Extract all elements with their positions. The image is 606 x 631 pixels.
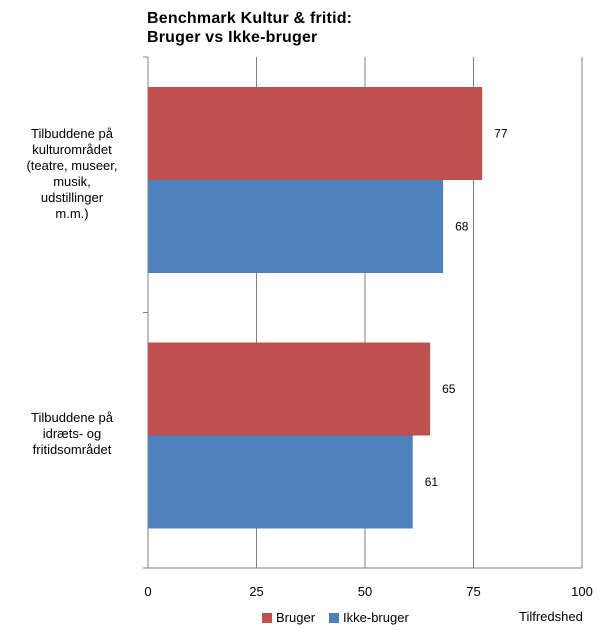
data-label: 65 xyxy=(442,382,456,396)
category-label-idraet: Tilbuddene på idræts- og fritidsområdet xyxy=(2,410,142,458)
x-tick-label: 100 xyxy=(571,584,593,599)
legend: Bruger Ikke-bruger xyxy=(262,610,423,625)
data-label: 77 xyxy=(494,127,508,141)
category-label-line: kulturområdet xyxy=(32,142,112,157)
data-label: 68 xyxy=(455,220,469,234)
legend-swatch-ikke-bruger xyxy=(329,612,340,623)
data-label: 61 xyxy=(425,475,439,489)
x-tick-label: 0 xyxy=(144,584,151,599)
bars xyxy=(148,87,483,529)
category-label-line: m.m.) xyxy=(55,206,89,221)
chart-title-line-2: Bruger vs Ikke-bruger xyxy=(147,29,318,46)
category-label-line: idræts- og xyxy=(42,426,102,441)
category-label-kultur: Tilbuddene på kulturområdet (teatre, mus… xyxy=(2,126,142,222)
legend-label-bruger: Bruger xyxy=(276,610,316,625)
x-tick-label: 50 xyxy=(358,584,372,599)
category-label-line: fritidsområdet xyxy=(32,442,112,457)
chart-title-line-1: Benchmark Kultur & fritid: xyxy=(147,10,353,27)
legend-label-ikke-bruger: Ikke-bruger xyxy=(343,610,409,625)
legend-swatch-bruger xyxy=(262,612,272,623)
x-tick-labels: 0 25 50 75 100 xyxy=(144,584,592,599)
bar-ikke-bruger xyxy=(148,435,413,529)
bar-bruger xyxy=(148,87,483,180)
category-label-line: Tilbuddene på xyxy=(31,126,113,141)
bar-ikke-bruger xyxy=(148,180,444,273)
legend-item-ikke-bruger: Ikke-bruger xyxy=(329,610,409,625)
category-label-line: musik, xyxy=(53,174,91,189)
data-labels: 77 68 65 61 xyxy=(425,127,508,490)
x-tick-label: 75 xyxy=(466,584,480,599)
category-label-line: Tilbuddene på xyxy=(31,410,113,425)
x-axis-title: Tilfredshed xyxy=(519,609,583,624)
legend-item-bruger: Bruger xyxy=(262,610,315,625)
category-label-line: udstillinger xyxy=(40,190,104,205)
x-tick-label: 25 xyxy=(249,584,263,599)
category-label-line: (teatre, museer, xyxy=(26,158,118,173)
bar-bruger xyxy=(148,342,431,436)
